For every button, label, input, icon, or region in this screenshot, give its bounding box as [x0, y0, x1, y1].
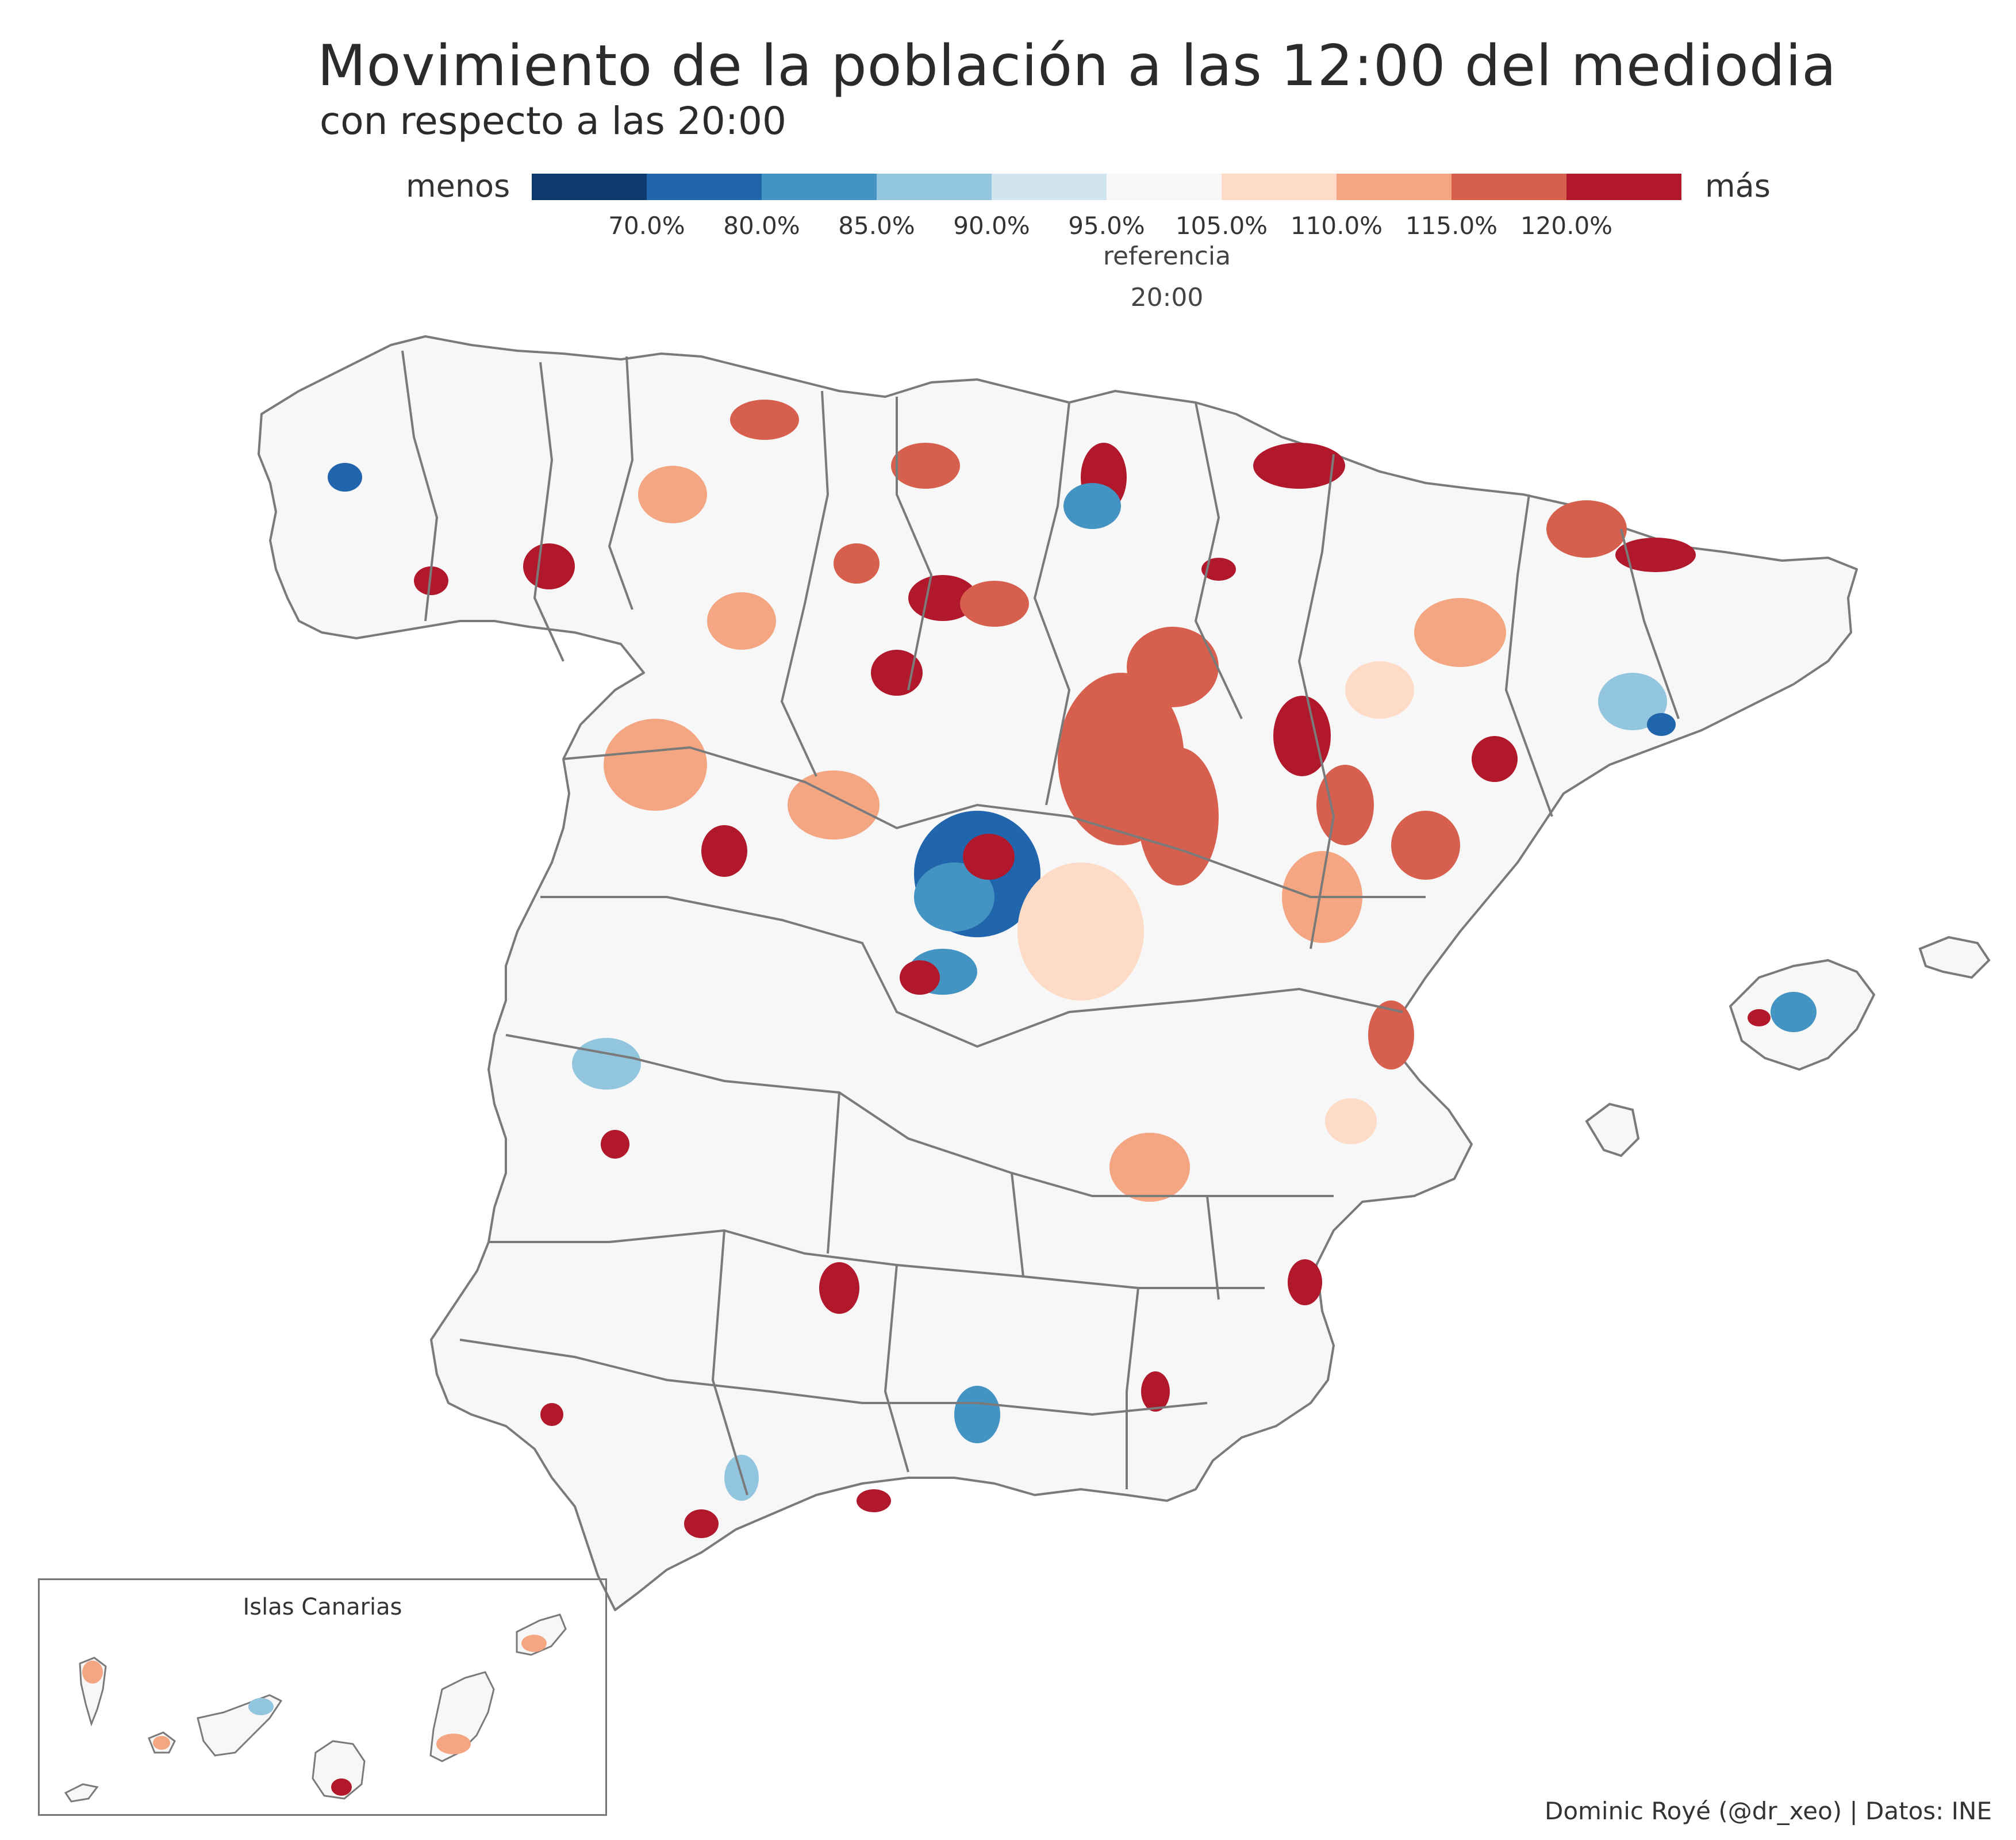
map-credit: Dominic Royé (@dr_xeo) | Datos: INE: [1544, 1797, 1992, 1825]
ibiza-outline: [1585, 1102, 1640, 1157]
legend-tick-label: 95.0%: [1068, 212, 1145, 240]
province-borders: [401, 350, 1680, 1496]
legend-swatch: [762, 174, 877, 200]
canary-islands-inset: Islas Canarias: [38, 1578, 607, 1816]
canary-islands-map: [64, 1613, 567, 1803]
map-title: Movimiento de la población a las 12:00 d…: [317, 33, 1837, 99]
el-hierro-outline: [64, 1783, 99, 1803]
legend-low-label: menos: [406, 168, 510, 204]
legend-swatch: [532, 174, 647, 200]
peninsula: [258, 335, 1858, 1611]
inset-label: Islas Canarias: [243, 1594, 402, 1620]
legend-tick-label: 80.0%: [723, 212, 800, 240]
legend-tick-label: 120.0%: [1520, 212, 1613, 240]
legend-tick-label: 90.0%: [953, 212, 1030, 240]
legend-tick-label: 110.0%: [1290, 212, 1383, 240]
legend-high-label: más: [1705, 168, 1771, 204]
gran-canaria-outline: [312, 1740, 366, 1800]
legend-reference-label: referencia: [1103, 241, 1231, 271]
legend-swatch: [647, 174, 762, 200]
legend-tick-label: 70.0%: [608, 212, 685, 240]
legend-color-bar: [532, 174, 1681, 200]
legend-swatch: [1222, 174, 1337, 200]
legend-swatch: [877, 174, 992, 200]
balearic-islands: [1585, 936, 1991, 1157]
legend-swatch: [992, 174, 1107, 200]
menorca-outline: [1918, 936, 1991, 979]
legend-swatch: [1337, 174, 1451, 200]
legend-swatch: [1566, 174, 1681, 200]
legend-tick-label: 115.0%: [1405, 212, 1498, 240]
map-subtitle: con respecto a las 20:00: [320, 99, 786, 143]
legend-reference-time: 20:00: [1130, 283, 1204, 312]
legend-tick-label: 85.0%: [838, 212, 915, 240]
legend-tick-label: 105.0%: [1175, 212, 1268, 240]
municipality-patches: [328, 400, 1696, 1538]
legend-swatch: [1107, 174, 1222, 200]
legend-swatch: [1451, 174, 1566, 200]
